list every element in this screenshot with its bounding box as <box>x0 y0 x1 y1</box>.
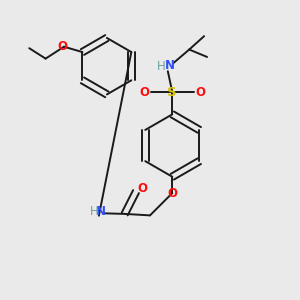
Text: O: O <box>138 182 148 195</box>
Text: O: O <box>167 187 177 200</box>
Text: H: H <box>89 205 98 218</box>
Text: N: N <box>96 205 106 218</box>
Text: O: O <box>140 85 149 98</box>
Text: N: N <box>165 59 175 72</box>
Text: S: S <box>167 85 177 98</box>
Text: O: O <box>57 40 67 52</box>
Text: H: H <box>157 60 165 73</box>
Text: O: O <box>195 85 205 98</box>
